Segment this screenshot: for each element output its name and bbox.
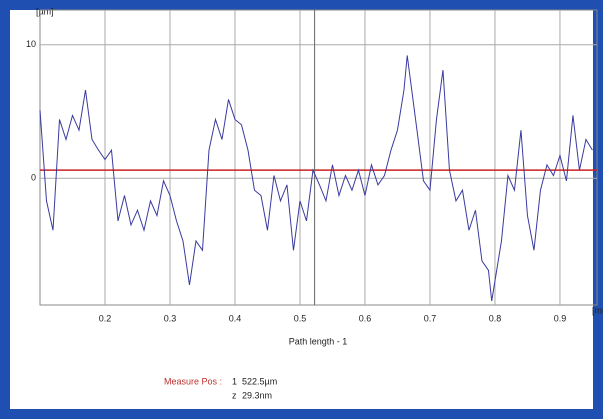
readout-index: 1 — [232, 376, 237, 386]
x-axis-label: Path length - 1 — [289, 336, 348, 346]
readout-value: 522.5µm — [242, 376, 277, 386]
x-tick-label: 0.6 — [359, 313, 372, 323]
x-tick-label: 0.3 — [164, 313, 177, 323]
readout-z-value: 29.3nm — [242, 390, 272, 400]
x-tick-label: 0.5 — [294, 313, 307, 323]
y-tick-label: 10 — [26, 39, 36, 49]
x-tick-label: 0.8 — [489, 313, 502, 323]
y-unit: [µm] — [36, 6, 54, 16]
x-unit: [mm] — [592, 305, 603, 315]
x-tick-label: 0.9 — [554, 313, 567, 323]
plot-area — [39, 9, 598, 306]
x-tick-label: 0.7 — [424, 313, 437, 323]
x-tick-label: 0.4 — [229, 313, 242, 323]
x-tick-label: 0.2 — [99, 313, 112, 323]
readout-z-label: z — [232, 390, 237, 400]
readout-label: Measure Pos : — [164, 376, 222, 386]
profile-line — [39, 55, 593, 302]
y-tick-label: 0 — [31, 173, 36, 183]
